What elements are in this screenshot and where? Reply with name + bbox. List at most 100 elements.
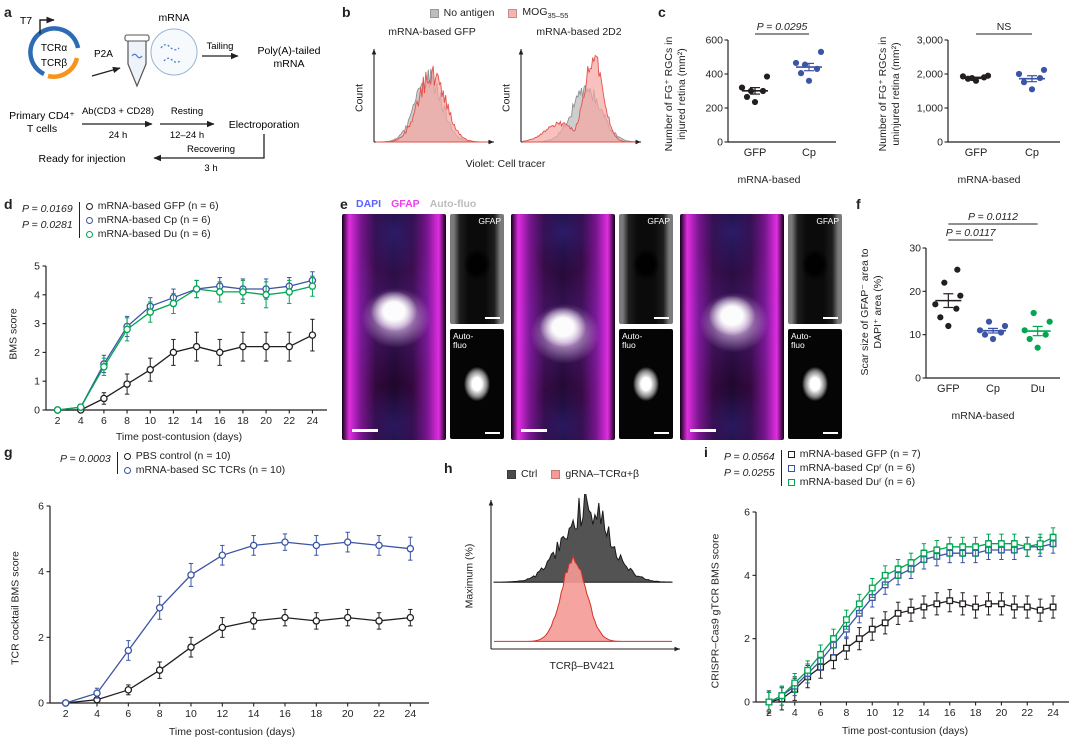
tcrb-axis-label: TCRβ–BV421 <box>549 660 615 672</box>
panel-a: a T7 TCRα TCRβ P2A mRNA <box>4 4 340 194</box>
arrow-icon <box>91 66 121 77</box>
p2a-label: P2A <box>94 49 113 60</box>
scale-bar <box>654 316 669 319</box>
micrograph-row: GFAP Auto-fluo GFAP Auto-fluo GFAP Auto-… <box>342 214 842 440</box>
mrna-based-label: mRNA-based <box>951 410 1015 422</box>
scale-bar <box>352 429 378 432</box>
svg-text:2,000: 2,000 <box>917 69 943 81</box>
svg-text:24: 24 <box>404 708 416 720</box>
legend-item: mRNA-based Cp (n = 6) <box>85 214 219 226</box>
panel-e-label: e <box>340 196 348 212</box>
panel-h: h Ctrl gRNA–TCRα+β Maximum (%) TCRβ–BV42… <box>444 460 702 712</box>
svg-text:20: 20 <box>909 286 921 298</box>
panel-g: g P = 0.0003 PBS control (n = 10) mRNA-b… <box>4 444 440 751</box>
time-axis-label: Time post-contusion (days) <box>115 431 243 443</box>
antibody-time-label: 24 h <box>109 130 128 141</box>
panel-h-label: h <box>444 460 453 476</box>
group-Cp <box>976 318 1009 343</box>
svg-text:6: 6 <box>818 707 824 719</box>
autofluo-inset: Auto-fluo <box>788 329 842 439</box>
scatter-uninjured-svg: 0 1,000 2,000 3,000 GFP Cp NS <box>917 21 1060 159</box>
histogram-title-gfp: mRNA-based GFP <box>388 26 476 38</box>
autofluo-inset-label: Auto-fluo <box>453 331 474 351</box>
svg-text:30: 30 <box>909 243 921 255</box>
micrograph-group-1: GFAP Auto-fluo <box>342 214 504 440</box>
svg-text:10: 10 <box>144 415 156 427</box>
legend-item: mRNA-based SC TCRs (n = 10) <box>123 464 285 476</box>
dapi-legend-label: DAPI <box>356 198 382 210</box>
t7-label: T7 <box>20 15 32 27</box>
svg-text:18: 18 <box>970 707 982 719</box>
svg-text:2: 2 <box>744 633 750 645</box>
group-Cp <box>1015 66 1048 93</box>
gfap-inset: GFAP <box>450 214 504 324</box>
series-mRNA-based Duʳ (n = 6) <box>765 527 1057 712</box>
ready-for-injection-label: Ready for injection <box>39 153 126 165</box>
group-Du <box>1021 309 1053 351</box>
svg-text:200: 200 <box>705 103 723 115</box>
svg-text:12: 12 <box>892 707 904 719</box>
resting-time-label: 12–24 h <box>170 130 204 141</box>
histogram-MOG35–55 <box>522 54 635 143</box>
panel-f: f Scar size of GFAP⁻ area to DAPI⁺ area … <box>856 196 1080 446</box>
svg-text:P = 0.0295: P = 0.0295 <box>757 21 808 33</box>
svg-text:0: 0 <box>34 405 40 417</box>
open-square-marker-icon <box>787 450 795 458</box>
panel-c: c Number of FG⁺ RGCs in injured retina (… <box>658 4 1080 194</box>
gfap-inset-label: GFAP <box>647 216 670 226</box>
gfap-inset: GFAP <box>619 214 673 324</box>
tcr-cocktail-axis-label: TCR cocktail BMS score <box>9 551 22 665</box>
svg-text:6: 6 <box>38 501 44 513</box>
micrograph-group-2: GFAP Auto-fluo <box>511 214 673 440</box>
svg-text:10: 10 <box>909 329 921 341</box>
polya-label-line1: Poly(A)-tailed <box>257 45 320 57</box>
mrna-strand-icon <box>163 57 181 63</box>
time-axis-label: Time post-contusion (days) <box>841 725 969 737</box>
svg-text:3,000: 3,000 <box>917 35 943 47</box>
tcr-alpha-label: TCRα <box>41 43 68 54</box>
inset-column: GFAP Auto-fluo <box>450 214 504 440</box>
svg-text:18: 18 <box>310 708 322 720</box>
svg-text:400: 400 <box>705 69 723 81</box>
series-mRNA-based SC TCRs (n = 10) <box>61 531 415 707</box>
autofluo-inset-label: Auto-fluo <box>622 331 643 351</box>
panel-d: d P = 0.0169 P = 0.0281 mRNA-based GFP (… <box>4 196 338 444</box>
inset-column: GFAP Auto-fluo <box>619 214 673 440</box>
svg-text:4: 4 <box>38 566 44 578</box>
inset-column: GFAP Auto-fluo <box>788 214 842 440</box>
svg-text:2: 2 <box>63 708 69 720</box>
histogram-gfp-svg <box>371 49 494 145</box>
pvalue-column: P = 0.0564 P = 0.0255 <box>724 448 775 479</box>
svg-text:22: 22 <box>283 415 295 427</box>
primary-tcells-line1: Primary CD4⁺ <box>9 110 75 122</box>
electroporation-label: Electroporation <box>229 119 300 131</box>
svg-text:4: 4 <box>94 708 100 720</box>
autofluo-inset: Auto-fluo <box>450 329 504 439</box>
uninjured-retina-axis-label: Number of FG⁺ RGCs in uninjured retina (… <box>876 36 902 152</box>
pvalue: P = 0.0169 <box>22 203 73 215</box>
svg-text:8: 8 <box>157 708 163 720</box>
legend-item: mRNA-based Du (n = 6) <box>85 228 219 240</box>
histogram-gRNA–TCRα+β <box>494 554 672 642</box>
svg-text:20: 20 <box>996 707 1008 719</box>
merged-micrograph <box>342 214 446 440</box>
series-PBS control (n = 10) <box>61 608 415 707</box>
autofluo-legend-label: Auto-fluo <box>429 198 477 210</box>
scale-bar <box>823 316 838 319</box>
svg-text:10: 10 <box>866 707 878 719</box>
gfap-inset: GFAP <box>788 214 842 324</box>
svg-text:2: 2 <box>55 415 61 427</box>
violet-tracer-axis-label: Violet: Cell tracer <box>465 158 546 170</box>
svg-text:20: 20 <box>260 415 272 427</box>
dark-swatch-icon <box>506 469 516 479</box>
histogram-MOG35–55 <box>376 65 488 143</box>
svg-text:16: 16 <box>944 707 956 719</box>
bracket-line <box>78 202 80 238</box>
stain-legend: DAPI GFAP Auto-fluo <box>356 198 476 210</box>
svg-text:0: 0 <box>915 373 921 385</box>
svg-text:8: 8 <box>843 707 849 719</box>
scar-scatter-svg: 0 10 20 30 GFP Cp Du P = 0.0117 P = 0.0112 <box>909 211 1060 395</box>
svg-text:0: 0 <box>38 698 44 710</box>
